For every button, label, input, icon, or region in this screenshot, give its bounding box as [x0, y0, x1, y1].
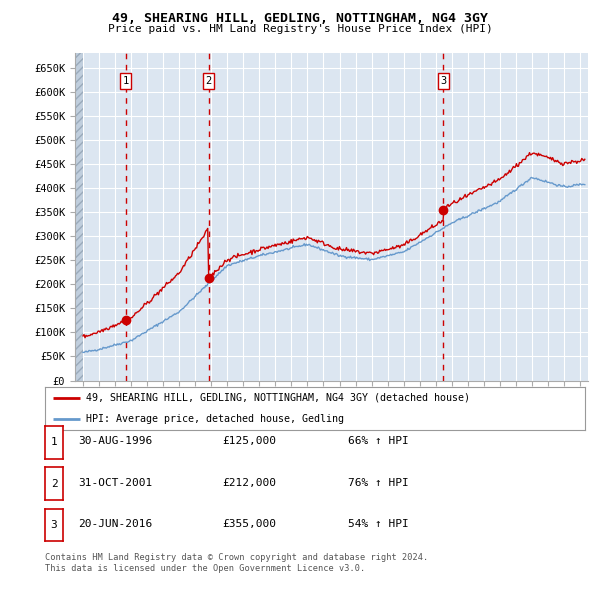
Text: Price paid vs. HM Land Registry's House Price Index (HPI): Price paid vs. HM Land Registry's House …: [107, 24, 493, 34]
Text: 66% ↑ HPI: 66% ↑ HPI: [348, 437, 409, 447]
Text: £212,000: £212,000: [222, 478, 276, 488]
Text: £355,000: £355,000: [222, 519, 276, 529]
Text: 1: 1: [122, 76, 129, 86]
Text: 49, SHEARING HILL, GEDLING, NOTTINGHAM, NG4 3GY: 49, SHEARING HILL, GEDLING, NOTTINGHAM, …: [112, 12, 488, 25]
Text: 54% ↑ HPI: 54% ↑ HPI: [348, 519, 409, 529]
Text: 3: 3: [440, 76, 446, 86]
Text: 3: 3: [50, 520, 58, 530]
Text: Contains HM Land Registry data © Crown copyright and database right 2024.: Contains HM Land Registry data © Crown c…: [45, 553, 428, 562]
Text: £125,000: £125,000: [222, 437, 276, 447]
Text: HPI: Average price, detached house, Gedling: HPI: Average price, detached house, Gedl…: [86, 414, 343, 424]
Text: 76% ↑ HPI: 76% ↑ HPI: [348, 478, 409, 488]
Text: 1: 1: [50, 437, 58, 447]
Text: 2: 2: [50, 478, 58, 489]
Text: 49, SHEARING HILL, GEDLING, NOTTINGHAM, NG4 3GY (detached house): 49, SHEARING HILL, GEDLING, NOTTINGHAM, …: [86, 393, 470, 402]
Text: 20-JUN-2016: 20-JUN-2016: [78, 519, 152, 529]
Text: 2: 2: [205, 76, 212, 86]
Text: 31-OCT-2001: 31-OCT-2001: [78, 478, 152, 488]
Text: 30-AUG-1996: 30-AUG-1996: [78, 437, 152, 447]
Text: This data is licensed under the Open Government Licence v3.0.: This data is licensed under the Open Gov…: [45, 565, 365, 573]
